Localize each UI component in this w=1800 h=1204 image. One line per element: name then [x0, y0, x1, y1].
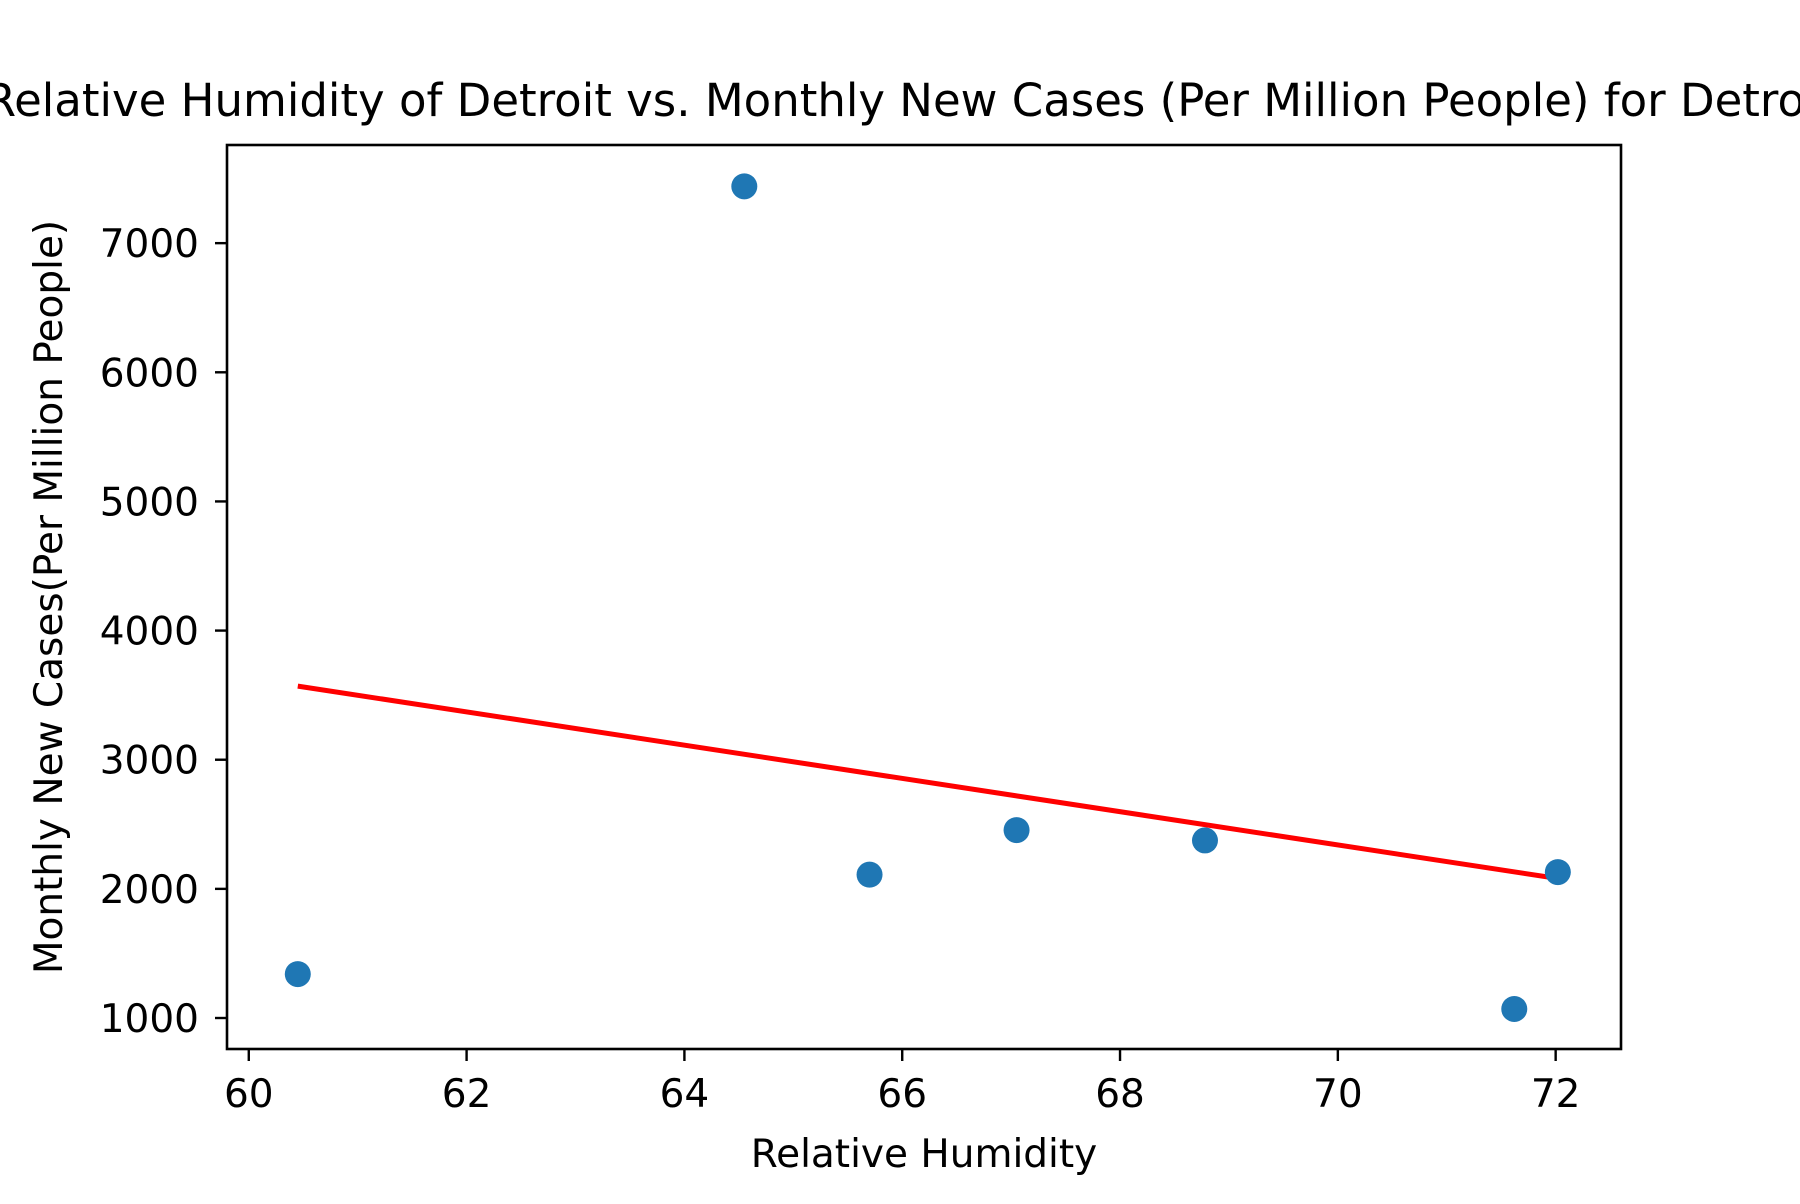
- x-tick-label: 60: [224, 1072, 274, 1117]
- y-axis-label: Monthly New Cases(Per Million People): [27, 220, 72, 974]
- x-axis: 60 62 64 66 68 70 72: [224, 1049, 1581, 1117]
- y-axis: 1000 2000 3000 4000 5000 6000 7000: [100, 222, 227, 1042]
- x-axis-label: Relative Humidity: [751, 1132, 1098, 1177]
- scatter-point: [1501, 995, 1528, 1022]
- y-tick-label: 4000: [100, 610, 199, 655]
- trend-line: [297, 683, 1559, 882]
- y-tick-label: 5000: [100, 480, 199, 525]
- x-tick-label: 64: [660, 1072, 710, 1117]
- y-tick-label: 3000: [100, 739, 199, 784]
- scatter-point: [1191, 827, 1218, 854]
- x-tick-label: 62: [442, 1072, 492, 1117]
- x-tick-label: 66: [877, 1072, 927, 1117]
- y-tick-label: 1000: [100, 997, 199, 1042]
- x-tick-label: 68: [1095, 1072, 1145, 1117]
- chart-title: Relative Humidity of Detroit vs. Monthly…: [0, 74, 1800, 127]
- x-tick-label: 70: [1313, 1072, 1363, 1117]
- y-tick-label: 7000: [100, 222, 199, 267]
- scatter-point: [731, 173, 758, 200]
- x-tick-label: 72: [1531, 1072, 1581, 1117]
- scatter-point: [1003, 817, 1030, 844]
- scatter-point: [1544, 859, 1571, 886]
- y-tick-label: 2000: [100, 868, 199, 913]
- scatter-point: [856, 861, 883, 888]
- plot-area: [284, 173, 1571, 1022]
- plot-frame: [225, 143, 1623, 1051]
- scatter-point: [284, 961, 311, 988]
- y-tick-label: 6000: [100, 351, 199, 396]
